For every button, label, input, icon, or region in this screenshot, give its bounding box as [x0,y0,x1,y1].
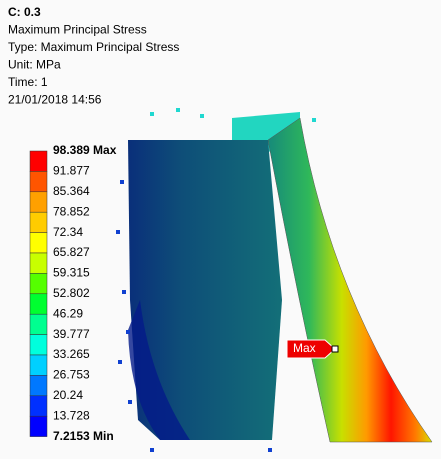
legend-label: 85.364 [53,184,90,198]
legend-swatch [30,335,47,355]
legend-label: 59.315 [53,266,90,280]
legend-label: 7.2153 Min [53,429,114,443]
legend-label: 13.728 [53,408,90,422]
probe-point [332,346,338,352]
legend-label: 91.877 [53,164,90,178]
legend-swatch [30,314,47,334]
header-line: Maximum Principal Stress [8,23,147,37]
legend-label: 26.753 [53,368,90,382]
legend-label: 20.24 [53,388,83,402]
legend-label: 65.827 [53,245,90,259]
legend-swatch [30,233,47,253]
header-line: Type: Maximum Principal Stress [8,40,179,54]
header-line: Unit: MPa [8,58,61,72]
legend-swatch [30,375,47,395]
legend-label: 98.389 Max [53,143,117,157]
legend-swatch [30,171,47,191]
header-line: C: 0.3 [8,5,41,19]
legend-swatch [30,396,47,416]
legend-swatch [30,212,47,232]
legend-label: 78.852 [53,204,90,218]
legend-swatch [30,253,47,273]
result-view: Max C: 0.3 Maximum Principal Stress Type: … [0,0,441,459]
legend-label: 46.29 [53,306,83,320]
legend-swatch [30,192,47,212]
header-line: 21/01/2018 14:56 [8,93,102,107]
legend-label: 39.777 [53,327,90,341]
legend-label: 72.34 [53,225,83,239]
legend-label: 52.802 [53,286,90,300]
probe-label: Max [293,341,316,355]
legend-swatch [30,355,47,375]
legend-swatch [30,273,47,293]
header-line: Time: 1 [8,75,48,89]
legend-label: 33.265 [53,347,90,361]
legend-swatch [30,294,47,314]
legend-swatch [30,416,47,436]
legend-swatch [30,151,47,171]
